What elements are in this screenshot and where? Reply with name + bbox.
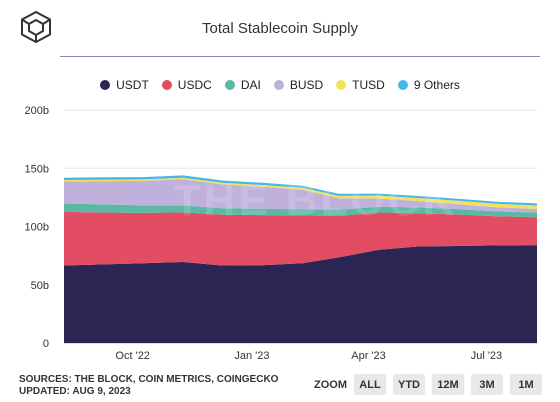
legend-label: USDT	[116, 78, 149, 92]
y-tick-label: 100b	[25, 222, 49, 234]
legend-swatch	[100, 80, 111, 90]
area-series-dai	[64, 203, 537, 218]
legend-item-9-others[interactable]: 9 Others	[397, 78, 460, 92]
title-divider	[60, 56, 540, 57]
zoom-label: ZOOM	[314, 378, 347, 391]
zoom-ytd-button[interactable]: YTD	[393, 374, 425, 395]
area-series-9-others	[64, 175, 537, 206]
the-block-logo-icon	[21, 10, 51, 44]
area-series-usdc	[64, 211, 537, 266]
legend-swatch	[336, 80, 347, 90]
legend-label: DAI	[240, 78, 261, 92]
x-tick-label: Jan '23	[234, 350, 269, 362]
legend-item-busd[interactable]: BUSD	[273, 78, 324, 92]
y-tick-label: 150b	[25, 163, 49, 175]
area-series-tusd	[64, 177, 537, 209]
y-tick-label: 0	[43, 338, 49, 350]
legend-swatch	[397, 80, 408, 90]
x-tick-label: Oct '22	[115, 350, 150, 362]
y-tick-label: 50b	[31, 280, 49, 292]
y-tick-label: 200b	[25, 105, 49, 117]
legend-swatch	[161, 80, 172, 90]
stacked-area-chart: 0 50b 100b 150b 200b THE BLOCK Oct '22 Jan '23 A…	[25, 105, 537, 362]
legend-item-usdt[interactable]: USDT	[100, 78, 149, 92]
chart-title: Total Stablecoin Supply	[202, 20, 358, 37]
legend-label: BUSD	[289, 78, 324, 92]
legend-item-usdc[interactable]: USDC	[161, 78, 212, 92]
chart-header: Total Stablecoin Supply	[0, 0, 560, 58]
x-tick-label: Apr '23	[351, 350, 386, 362]
area-series-busd	[64, 179, 537, 213]
legend-swatch	[273, 80, 284, 90]
sources-footer: SOURCES: THE BLOCK, COIN METRICS, COINGE…	[19, 374, 278, 398]
legend-item-dai[interactable]: DAI	[224, 78, 261, 92]
zoom-12m-button[interactable]: 12M	[432, 374, 464, 395]
zoom-1m-button[interactable]: 1M	[510, 374, 542, 395]
legend-label: TUSD	[352, 78, 385, 92]
area-series-usdt	[64, 245, 537, 343]
legend-item-tusd[interactable]: TUSD	[336, 78, 385, 92]
watermark-text: THE BLOCK	[174, 176, 458, 225]
legend-label: 9 Others	[413, 78, 460, 92]
zoom-all-button[interactable]: ALL	[354, 374, 386, 395]
chart-legend: USDT USDC DAI BUSD TUSD 9 Others	[0, 76, 560, 94]
updated-text: UPDATED: AUG 9, 2023	[19, 386, 131, 397]
zoom-3m-button[interactable]: 3M	[471, 374, 503, 395]
x-tick-label: Jul '23	[471, 350, 502, 362]
zoom-controls: ZOOM ALL YTD 12M 3M 1M	[314, 374, 542, 395]
sources-text: SOURCES: THE BLOCK, COIN METRICS, COINGE…	[19, 374, 279, 385]
legend-swatch	[224, 80, 235, 90]
legend-label: USDC	[177, 78, 212, 92]
